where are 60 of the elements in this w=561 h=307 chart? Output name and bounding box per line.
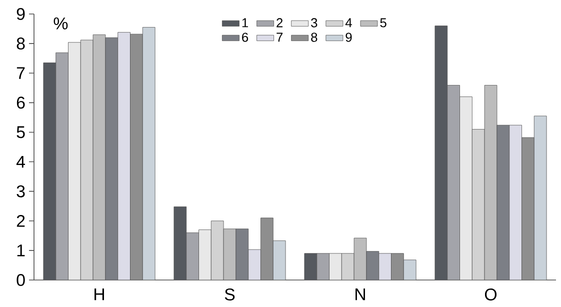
y-tick-label: 3: [16, 185, 25, 198]
bar: [354, 238, 367, 280]
bar: [223, 228, 236, 280]
bar: [391, 253, 404, 280]
y-tick-label: 9: [16, 8, 25, 20]
y-tick-label: 1: [17, 244, 25, 256]
bar: [142, 27, 156, 280]
legend-label: 7: [276, 32, 283, 42]
x-tick-label: O: [484, 288, 497, 300]
bar: [260, 218, 274, 280]
bar: [447, 85, 460, 280]
bar: [56, 52, 68, 280]
bar: [43, 62, 56, 280]
bar: [403, 260, 416, 280]
bar: [92, 34, 106, 280]
bar: [272, 240, 286, 280]
bar: [248, 249, 261, 280]
bar: [186, 232, 199, 280]
bar: [118, 32, 130, 280]
legend-label: 1: [242, 18, 248, 28]
legend-label: 8: [311, 32, 318, 42]
x-tick-label: N: [356, 288, 365, 300]
y-tick-label: 8: [16, 38, 25, 50]
bar: [80, 40, 94, 280]
bar: [472, 129, 485, 280]
bar: [341, 253, 354, 280]
bar: [378, 253, 392, 280]
bar: [534, 116, 547, 280]
bar: [236, 228, 249, 280]
x-tick-label: S: [224, 288, 235, 300]
y-tick-label: 2: [16, 214, 25, 227]
bar: [198, 230, 212, 280]
bar: [174, 206, 187, 280]
legend-label: 6: [242, 32, 248, 42]
legend-label: 9: [346, 32, 352, 42]
bar: [366, 251, 380, 280]
bar: [522, 137, 534, 280]
bar: [130, 34, 143, 280]
bar: [496, 124, 510, 280]
legend-label: 2: [276, 18, 283, 28]
bar: [68, 42, 81, 280]
y-tick-label: 0: [16, 274, 25, 286]
legend-label: 4: [345, 18, 352, 28]
bar: [316, 253, 330, 280]
bar: [105, 37, 118, 280]
bar: [329, 253, 342, 280]
legend-label: 5: [380, 18, 386, 28]
y-tick-label: 6: [16, 96, 25, 109]
legend-label: 3: [311, 18, 318, 28]
bar: [210, 220, 224, 280]
bar: [460, 96, 472, 280]
y-axis-title: %: [54, 18, 68, 30]
y-tick-label: 4: [16, 156, 25, 168]
bar: [304, 253, 318, 280]
x-tick-label: H: [94, 288, 104, 300]
bar: [434, 26, 448, 280]
y-tick-label: 7: [16, 67, 25, 79]
bar: [509, 124, 522, 280]
y-tick-label: 5: [16, 126, 25, 138]
bar: [484, 85, 498, 280]
